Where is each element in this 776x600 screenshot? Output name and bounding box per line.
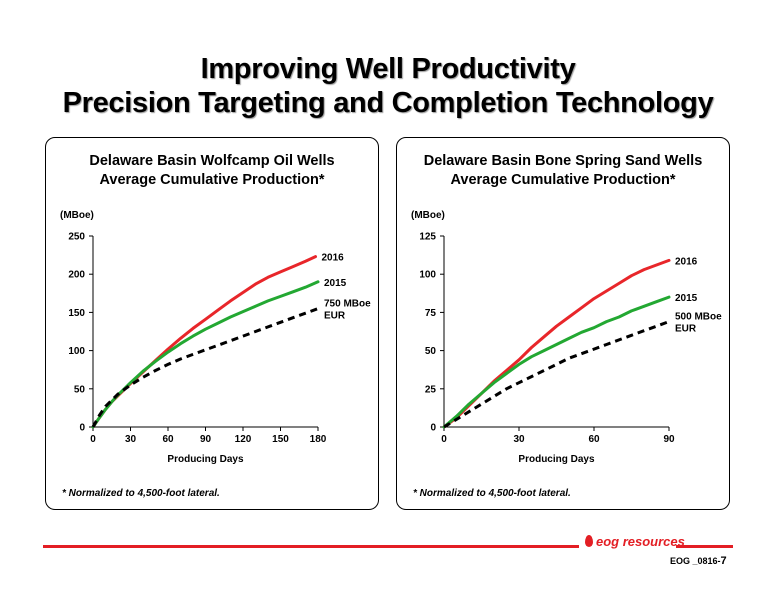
series-line-2 — [442, 295, 671, 429]
y-tick-label: 150 — [68, 308, 85, 319]
series-label: 2015 — [675, 293, 698, 304]
chart-title: Delaware Basin Wolfcamp Oil Wells Averag… — [46, 152, 378, 190]
y-tick-label: 250 — [68, 232, 85, 243]
wolfcamp-chart: 0 50 100 150 200 250 0 30 60 90 120 150 180 (MBoe) Pro… — [60, 210, 371, 465]
y-tick-label: 200 — [68, 270, 85, 281]
chart-title-line2: Average Cumulative Production* — [99, 172, 325, 188]
series-label-line2: EUR — [324, 311, 346, 322]
x-tick-label: 120 — [235, 434, 252, 445]
series-line-1 — [91, 255, 317, 429]
series-label: 2016 — [322, 253, 345, 264]
bone-spring-chart: 0 25 50 75 100 125 0 30 60 90 (MBoe) Producing Days… — [411, 210, 722, 465]
doc-id: EOG _0816- — [670, 556, 721, 566]
y-tick-label: 125 — [419, 232, 436, 243]
series-label: 2015 — [324, 278, 347, 289]
series-label: 750 MBoe — [324, 299, 371, 310]
y-tick-label: 100 — [419, 270, 436, 281]
chart-title-line1: Delaware Basin Wolfcamp Oil Wells — [89, 153, 335, 169]
page-number: 7 — [720, 555, 727, 567]
x-tick-label: 90 — [200, 434, 212, 445]
series-label: 2016 — [675, 256, 698, 267]
series-line-3 — [443, 320, 670, 429]
x-axis-label: Producing Days — [518, 454, 595, 465]
chart-title: Delaware Basin Bone Spring Sand Wells Av… — [397, 152, 729, 190]
logo-text: eog resources — [596, 534, 685, 549]
y-tick-label: 25 — [425, 384, 437, 395]
x-axis-label: Producing Days — [167, 454, 244, 465]
chart-panel-bone-spring: Delaware Basin Bone Spring Sand Wells Av… — [396, 137, 730, 510]
x-tick-label: 150 — [272, 434, 289, 445]
footnote: * Normalized to 4,500-foot lateral. — [413, 488, 571, 499]
y-tick-label: 0 — [79, 423, 85, 434]
x-tick-label: 0 — [90, 434, 96, 445]
slide-title-line2: Precision Targeting and Completion Techn… — [62, 87, 714, 119]
x-tick-label: 30 — [125, 434, 137, 445]
y-axis-label: (MBoe) — [60, 210, 94, 221]
footer-rule-left — [43, 545, 579, 548]
flame-icon — [585, 535, 593, 547]
y-tick-label: 50 — [425, 346, 437, 357]
y-tick-label: 100 — [68, 346, 85, 357]
y-axis-label: (MBoe) — [411, 210, 445, 221]
footnote: * Normalized to 4,500-foot lateral. — [62, 488, 220, 499]
series-line-2 — [91, 280, 320, 429]
x-tick-label: 180 — [310, 434, 327, 445]
series-line-3 — [91, 307, 319, 428]
slide-title-line1: Improving Well Productivity — [200, 53, 576, 85]
chart-panel-wolfcamp: Delaware Basin Wolfcamp Oil Wells Averag… — [45, 137, 379, 510]
footer-rule-right — [676, 545, 733, 548]
y-tick-label: 75 — [425, 308, 437, 319]
series-label-line2: EUR — [675, 324, 697, 335]
x-tick-label: 30 — [513, 434, 525, 445]
y-tick-label: 50 — [74, 384, 86, 395]
page-id: EOG _0816-7 — [670, 555, 727, 567]
chart-title-line1: Delaware Basin Bone Spring Sand Wells — [423, 153, 703, 169]
x-tick-label: 90 — [663, 434, 675, 445]
y-tick-label: 0 — [430, 423, 436, 434]
x-tick-label: 0 — [441, 434, 447, 445]
eog-logo: eog resources — [585, 534, 685, 549]
x-tick-label: 60 — [162, 434, 174, 445]
series-label: 500 MBoe — [675, 312, 722, 323]
chart-title-line2: Average Cumulative Production* — [450, 172, 676, 188]
x-tick-label: 60 — [588, 434, 600, 445]
